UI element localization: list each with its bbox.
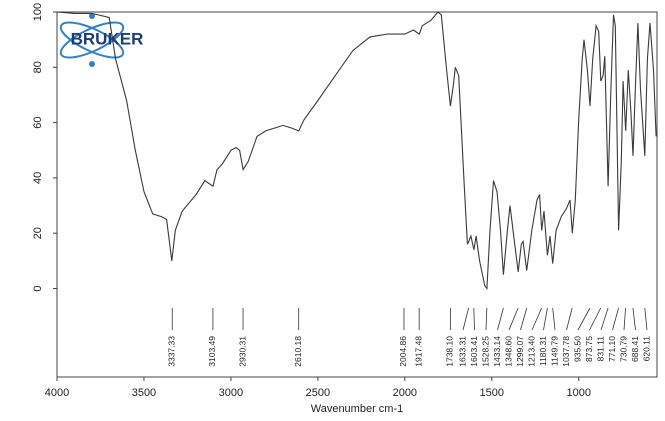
- peak-marker: [589, 307, 602, 331]
- peak-label: 1149.79: [549, 336, 559, 366]
- peak-marker: [520, 307, 528, 331]
- peak-label: 3337.33: [166, 336, 176, 367]
- y-tick-label: 20: [32, 227, 44, 239]
- plot-frame: [56, 11, 658, 378]
- peak-label: 935.50: [572, 336, 582, 362]
- peak-label: 2610.18: [293, 336, 303, 367]
- peak-marker: [623, 307, 626, 331]
- peak-marker: [577, 307, 591, 331]
- y-tick-label: 40: [32, 172, 44, 184]
- y-tick-label: 0: [32, 285, 44, 291]
- peak-label: 873.75: [584, 336, 594, 362]
- peak-marker: [600, 307, 609, 331]
- peak-label: 3103.49: [207, 336, 217, 367]
- peak-label: 1603.41: [469, 336, 479, 367]
- peak-marker: [485, 307, 488, 331]
- x-tick-label: 2000: [393, 387, 417, 399]
- peak-marker: [497, 307, 504, 331]
- peak-marker: [644, 307, 648, 331]
- peak-label: 1348.60: [503, 336, 513, 367]
- logo-text: BRUKER: [71, 29, 144, 48]
- peak-marker: [508, 307, 519, 331]
- x-tick-label: 3500: [132, 387, 156, 399]
- x-tick-label: 4000: [45, 387, 69, 399]
- x-tick-label: 1000: [566, 387, 590, 399]
- peak-label: 730.79: [618, 336, 628, 362]
- peak-label: 1037.78: [561, 336, 571, 367]
- peak-label: 1738.10: [445, 336, 455, 367]
- peak-marker: [612, 307, 619, 331]
- logo: BRUKER: [59, 13, 144, 67]
- peak-label: 1213.40: [526, 336, 536, 367]
- peak-marker: [462, 307, 469, 331]
- y-tick-label: 60: [32, 116, 44, 128]
- peak-label: 831.11: [595, 336, 605, 362]
- peak-label: 771.10: [607, 336, 617, 362]
- x-tick-label: 1500: [480, 387, 504, 399]
- peak-label: 1633.31: [457, 336, 467, 367]
- peak-marker: [543, 307, 548, 331]
- x-axis-label: Wavenumber cm-1: [311, 403, 404, 415]
- x-tick-label: 2500: [306, 387, 330, 399]
- peak-marker: [552, 307, 556, 331]
- spectrum-line: [56, 11, 657, 291]
- peak-marker: [473, 307, 475, 331]
- peak-label: 2004.86: [398, 336, 408, 367]
- peak-label: 2930.31: [237, 336, 247, 367]
- peak-label: 1299.07: [515, 336, 525, 367]
- peak-label: 1180.31: [538, 336, 548, 366]
- y-tick-label: 80: [32, 61, 44, 73]
- peak-label: 688.41: [630, 336, 640, 362]
- peak-label: 620.11: [641, 336, 651, 362]
- peak-label: 1433.14: [492, 336, 502, 367]
- peak-marker: [566, 307, 573, 331]
- peak-marker: [632, 307, 636, 331]
- peak-label: 1528.25: [480, 336, 490, 367]
- y-tick-label: 100: [32, 3, 44, 21]
- peak-label: 1917.48: [413, 336, 423, 367]
- peak-marker: [531, 307, 542, 331]
- x-tick-label: 3000: [219, 387, 243, 399]
